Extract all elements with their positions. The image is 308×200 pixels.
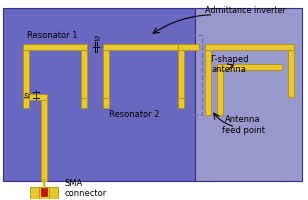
- Bar: [39, 187, 49, 200]
- Bar: [30, 187, 58, 199]
- Bar: [288, 50, 294, 97]
- Bar: [205, 44, 294, 50]
- Text: s₁: s₁: [24, 91, 31, 100]
- Text: Admittance inverter: Admittance inverter: [205, 6, 286, 15]
- Bar: [3, 8, 195, 181]
- Bar: [43, 180, 45, 188]
- Bar: [41, 188, 47, 196]
- Bar: [103, 50, 109, 100]
- Bar: [81, 50, 87, 100]
- Bar: [81, 98, 87, 108]
- Text: Resonator 1: Resonator 1: [27, 31, 77, 40]
- Text: SMA
connector: SMA connector: [64, 179, 107, 198]
- Bar: [178, 98, 184, 108]
- Bar: [178, 44, 200, 50]
- Bar: [23, 94, 47, 100]
- Bar: [217, 70, 223, 115]
- Bar: [103, 44, 184, 50]
- Bar: [103, 98, 109, 108]
- Bar: [23, 50, 29, 100]
- Text: Resonator 2: Resonator 2: [109, 110, 160, 119]
- Bar: [205, 50, 211, 115]
- Bar: [23, 98, 29, 108]
- Bar: [178, 50, 184, 100]
- Bar: [217, 64, 282, 70]
- Text: Antenna
feed point: Antenna feed point: [222, 115, 265, 135]
- Bar: [195, 8, 302, 181]
- Bar: [90, 35, 202, 115]
- Bar: [41, 94, 47, 181]
- Bar: [23, 44, 87, 50]
- Text: s₂: s₂: [94, 34, 101, 43]
- Text: Γ-shaped
antenna: Γ-shaped antenna: [210, 55, 249, 74]
